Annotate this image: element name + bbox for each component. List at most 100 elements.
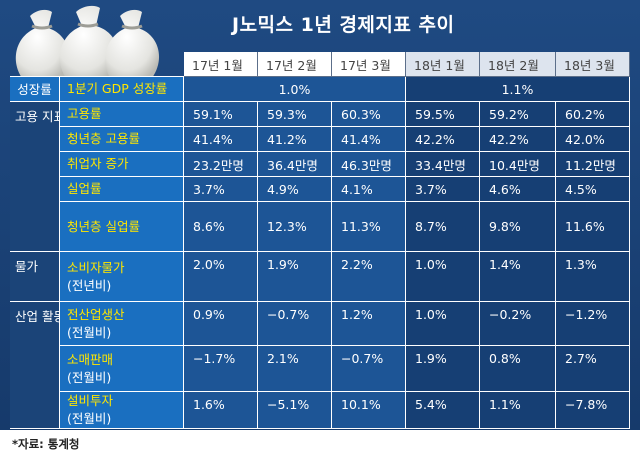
indicator-label: 소매판매 (전월비) [60,346,184,392]
value-cell: 42.0% [556,127,630,152]
table-row: 산업 활동 전산업생산 (전월비) 0.9% −0.7% 1.2% 1.0% −0.2% −1.… [10,302,630,429]
indicator-name: 취업자 증가 [67,156,129,171]
value-cell: 42.2% [406,127,480,152]
value-cell: 4.6% [480,177,556,202]
value-cell: −0.7% [258,302,332,346]
indicator-label: 1분기 GDP 성장률 [60,77,184,102]
table-row: 취업자 증가 23.2만명 36.4만명 46.3만명 33.4만명 10.4만명 11.2… [10,152,630,177]
value-cell: 3.7% [184,177,258,202]
value-cell: 1.6% [184,392,258,429]
gdp-value-2017: 1.0% [184,77,406,102]
table-row: 고용 지표 고용률 59.1% 59.3% 60.3% 59.5% 59.2% 60.2% [10,102,630,252]
value-cell: −0.7% [332,346,406,392]
value-cell: 59.1% [184,102,258,127]
indicator-basis: (전월비) [67,411,112,426]
value-cell: 60.2% [556,102,630,127]
group-label: 고용 지표 [10,102,60,252]
column-header: 18년 3월 [556,52,630,77]
table-row: 청년층 실업률 8.6% 12.3% 11.3% 8.7% 9.8% 11.6% [10,202,630,252]
value-cell: 60.3% [332,102,406,127]
value-cell: 8.7% [406,202,480,252]
indicator-table: 17년 1월 17년 2월 17년 3월 18년 1월 18년 2월 18년 3월 성장률 1… [10,52,630,429]
value-cell: 1.4% [480,252,556,302]
table-row: 청년층 고용률 41.4% 41.2% 41.4% 42.2% 42.2% 42.0% [10,127,630,152]
value-cell: 2.0% [184,252,258,302]
value-cell: 1.2% [332,302,406,346]
indicator-basis: (전월비) [67,369,112,385]
indicator-basis: (전년비) [67,277,112,293]
group-label: 성장률 [10,77,60,102]
value-cell: 23.2만명 [184,152,258,177]
value-cell: 1.3% [556,252,630,302]
value-cell: 33.4만명 [406,152,480,177]
value-cell: 0.8% [480,346,556,392]
group-label: 산업 활동 [10,302,60,429]
column-header: 17년 3월 [332,52,406,77]
value-cell: 3.7% [406,177,480,202]
value-cell: 42.2% [480,127,556,152]
table-row: 소매판매 (전월비) −1.7% 2.1% −0.7% 1.9% 0.8% 2.7% [10,346,630,392]
value-cell: 4.9% [258,177,332,202]
table-row: 물가 소비자물가 (전년비) 2.0% 1.9% 2.2% 1.0% 1.4% 1.3% [10,252,630,302]
value-cell: 41.4% [332,127,406,152]
value-cell: −7.8% [556,392,630,429]
value-cell: 11.3% [332,202,406,252]
money-sacks-icon [15,5,160,78]
value-cell: 5.4% [406,392,480,429]
indicator-label: 청년층 실업률 [60,202,184,252]
value-cell: 1.0% [406,252,480,302]
value-cell: 41.2% [258,127,332,152]
gdp-value-2018: 1.1% [406,77,630,102]
indicator-label: 취업자 증가 [60,152,184,177]
value-cell: 1.9% [406,346,480,392]
indicator-label: 전산업생산 (전월비) [60,302,184,346]
indicator-label: 설비투자 (전월비) [60,392,184,429]
indicator-label: 실업률 [60,177,184,202]
header-blank-cell [10,52,184,77]
column-header: 18년 1월 [406,52,480,77]
indicator-name: 소매판매 [67,351,114,367]
value-cell: 2.2% [332,252,406,302]
value-cell: 2.1% [258,346,332,392]
value-cell: −1.2% [556,302,630,346]
column-header: 17년 1월 [184,52,258,77]
value-cell: 8.6% [184,202,258,252]
value-cell: 11.2만명 [556,152,630,177]
value-cell: 1.9% [258,252,332,302]
table-row: 실업률 3.7% 4.9% 4.1% 3.7% 4.6% 4.5% [10,177,630,202]
value-cell: 10.1% [332,392,406,429]
indicator-name: 청년층 실업률 [67,218,140,234]
indicator-name: 설비투자 [67,393,114,408]
indicator-basis: (전월비) [67,324,112,340]
indicator-name: 청년층 고용률 [67,131,140,146]
value-cell: 9.8% [480,202,556,252]
value-cell: 0.9% [184,302,258,346]
group-label: 물가 [10,252,60,302]
indicator-name: 전산업생산 [67,306,125,322]
indicator-label: 소비자물가 (전년비) [60,252,184,302]
value-cell: 59.2% [480,102,556,127]
value-cell: 41.4% [184,127,258,152]
column-header: 18년 2월 [480,52,556,77]
value-cell: 36.4만명 [258,152,332,177]
value-cell: 10.4만명 [480,152,556,177]
indicator-table-wrap: 17년 1월 17년 2월 17년 3월 18년 1월 18년 2월 18년 3월 성장률 1… [10,52,630,429]
indicator-name: 실업률 [67,181,102,196]
table-row: 설비투자 (전월비) 1.6% −5.1% 10.1% 5.4% 1.1% −7.8% [10,392,630,429]
value-cell: 1.0% [406,302,480,346]
column-header: 17년 2월 [258,52,332,77]
value-cell: 1.1% [480,392,556,429]
chart-title: J노믹스 1년 경제지표 추이 [232,14,455,36]
value-cell: 46.3만명 [332,152,406,177]
indicator-label: 청년층 고용률 [60,127,184,152]
value-cell: 2.7% [556,346,630,392]
value-cell: 12.3% [258,202,332,252]
value-cell: 11.6% [556,202,630,252]
gdp-row: 성장률 1분기 GDP 성장률 1.0% 1.1% [10,77,630,102]
value-cell: 4.5% [556,177,630,202]
value-cell: 59.5% [406,102,480,127]
value-cell: 4.1% [332,177,406,202]
source-note: *자료: 통계청 [12,437,80,451]
value-cell: 59.3% [258,102,332,127]
value-cell: −0.2% [480,302,556,346]
